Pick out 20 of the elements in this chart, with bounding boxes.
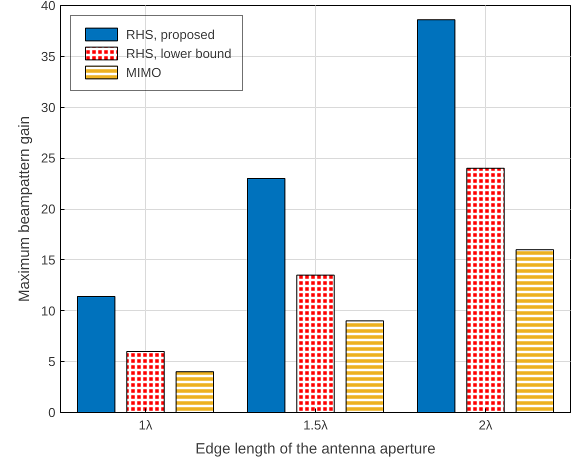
bar	[417, 19, 456, 412]
y-tick-label: 35	[41, 48, 56, 64]
legend-label: RHS, proposed	[126, 26, 215, 42]
x-tick-label: 2λ	[478, 418, 493, 432]
y-tick-label: 15	[41, 252, 56, 268]
bar	[77, 296, 116, 412]
legend-label: RHS, lower bound	[126, 46, 232, 60]
y-tick-label: 40	[41, 0, 56, 13]
y-tick-label: 5	[48, 354, 56, 370]
bar	[247, 178, 286, 412]
y-tick-label: 10	[41, 303, 56, 318]
x-tick-label: 1.5λ	[303, 418, 328, 432]
y-tick-label: 30	[41, 100, 56, 115]
y-axis-title: Maximum beampattern gain	[16, 116, 34, 302]
x-axis-title: Edge length of the antenna aperture	[195, 440, 436, 458]
y-tick-label: 25	[41, 150, 56, 166]
legend-label: MIMO	[126, 64, 162, 80]
y-tick-label: 20	[41, 202, 56, 216]
x-tick-label: 1λ	[138, 418, 153, 432]
y-tick-label: 0	[48, 405, 56, 420]
